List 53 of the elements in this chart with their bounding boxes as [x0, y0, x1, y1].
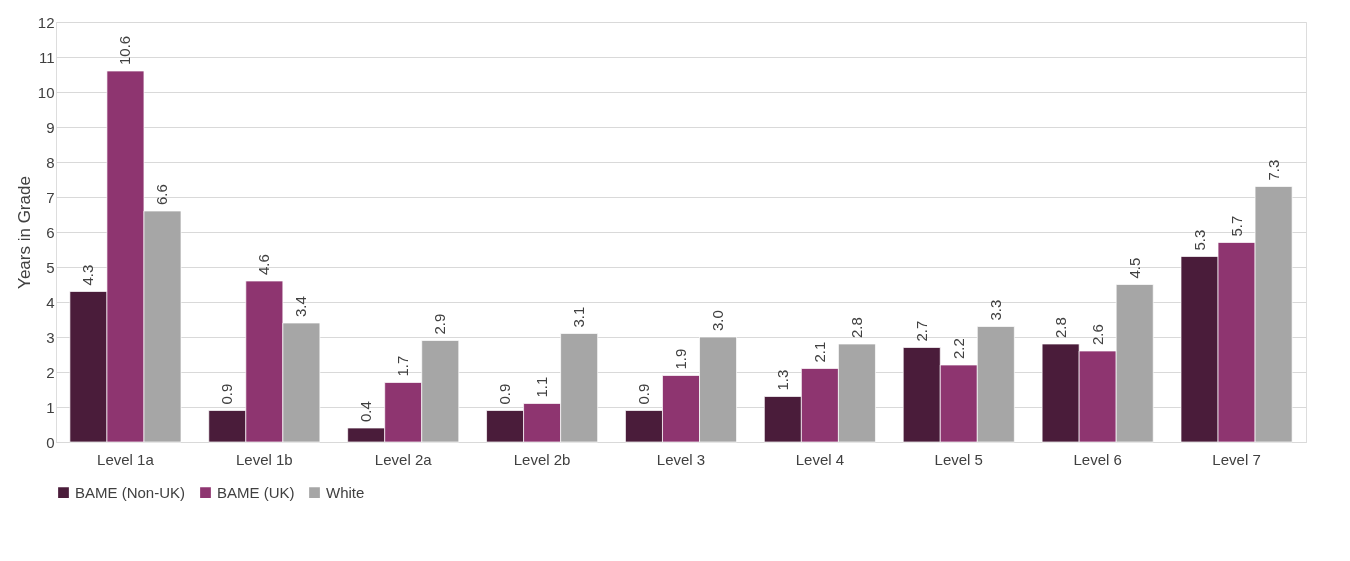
y-tick-label: 9 — [46, 118, 55, 136]
data-label: 3.3 — [986, 299, 1004, 321]
data-label: 3.1 — [570, 306, 588, 328]
data-label: 1.3 — [773, 369, 791, 391]
data-label: 3.4 — [292, 296, 310, 317]
x-tick-label: Level 2b — [513, 450, 571, 468]
x-tick-label: Level 1a — [97, 450, 155, 468]
data-label: 1.1 — [533, 376, 551, 398]
data-label: 4.6 — [255, 254, 273, 275]
data-label: 10.6 — [116, 35, 134, 65]
data-label: 0.9 — [496, 383, 514, 405]
data-label: 2.9 — [431, 313, 449, 335]
x-tick-label: Level 4 — [795, 450, 845, 468]
data-label: 1.9 — [672, 348, 689, 370]
data-label: 4.3 — [79, 264, 97, 286]
y-tick-label: 8 — [46, 153, 55, 171]
y-tick-label: 0 — [46, 433, 55, 451]
x-tick-label: Level 2a — [374, 450, 433, 468]
data-label: 2.8 — [1051, 317, 1069, 338]
y-tick-label: 4 — [46, 293, 55, 311]
x-tick-label: Level 6 — [1073, 450, 1122, 468]
y-tick-label: 6 — [46, 223, 55, 241]
y-tick-label: 3 — [46, 328, 55, 346]
legend-label: BAME (Non-UK) — [75, 483, 186, 501]
data-label: 0.4 — [357, 401, 375, 422]
x-tick-label: Level 5 — [934, 450, 983, 468]
data-label: 0.9 — [218, 383, 236, 405]
data-label: 3.0 — [709, 310, 727, 331]
data-label: 2.7 — [912, 320, 930, 342]
data-label: 2.2 — [949, 338, 967, 359]
y-axis-title: Years in Grade — [14, 176, 34, 289]
x-tick-label: Level 1b — [235, 450, 293, 468]
y-tick-label: 7 — [46, 188, 55, 206]
x-tick-label: Level 3 — [656, 450, 706, 468]
data-label: 2.6 — [1088, 324, 1106, 345]
x-tick-label: Level 7 — [1212, 450, 1261, 468]
y-tick-label: 10 — [37, 83, 55, 101]
data-label: 2.8 — [847, 317, 865, 338]
y-tick-label: 1 — [46, 398, 55, 416]
data-label: 4.5 — [1125, 257, 1143, 279]
data-label: 6.6 — [153, 184, 171, 205]
y-tick-label: 2 — [46, 363, 55, 381]
data-label: 2.1 — [810, 341, 828, 363]
y-tick-label: 12 — [37, 13, 55, 31]
y-tick-label: 5 — [46, 258, 55, 276]
data-label: 0.9 — [634, 383, 652, 405]
y-tick-label: 11 — [38, 48, 55, 66]
legend-label: White — [326, 483, 365, 501]
data-label: 5.7 — [1227, 215, 1245, 237]
data-label: 5.3 — [1190, 229, 1208, 251]
legend-label: BAME (UK) — [217, 483, 295, 501]
data-label: 1.7 — [394, 355, 412, 377]
data-label: 7.3 — [1264, 159, 1282, 181]
